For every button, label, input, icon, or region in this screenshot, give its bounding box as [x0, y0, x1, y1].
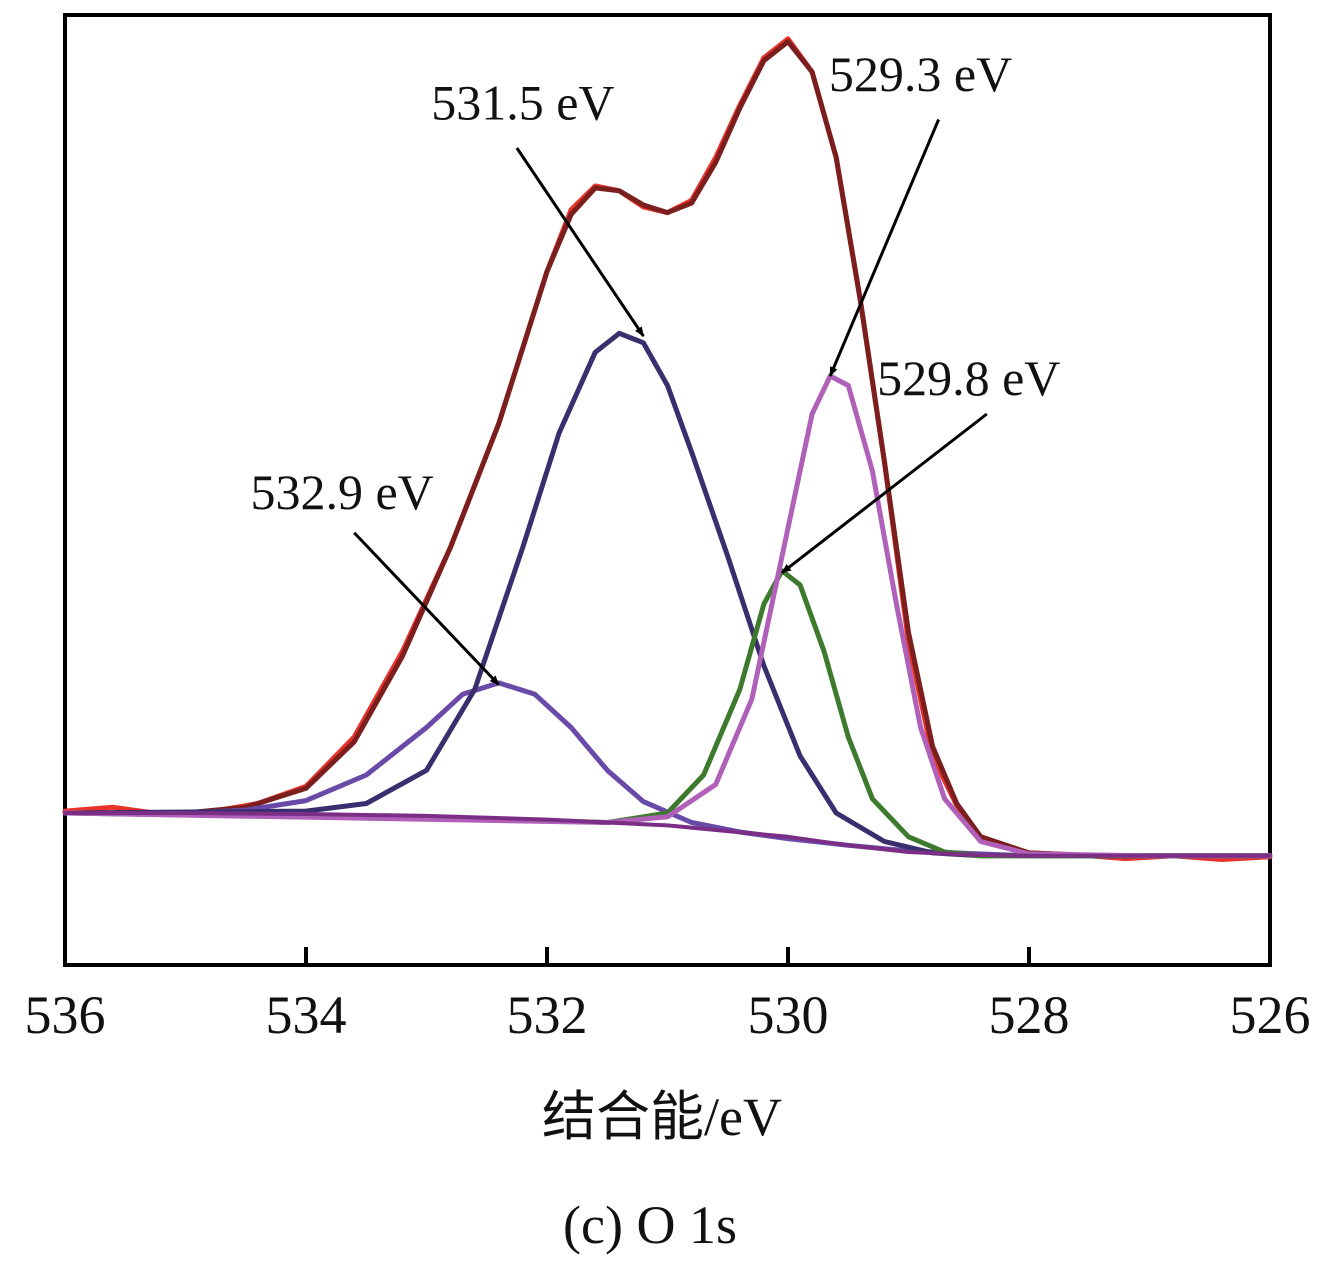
series-fit-envelope-1: [62, 39, 1273, 859]
series-layer: [62, 36, 1273, 862]
annotation-label-0: 531.5 eV: [431, 75, 614, 131]
series-fit-component-5315-3: [62, 330, 1273, 859]
plot-frame: [63, 13, 1272, 967]
series-background-6: [63, 811, 1272, 858]
annotation-label-1: 529.3 eV: [829, 46, 1012, 102]
annotation-label-2: 529.8 eV: [877, 350, 1060, 406]
series-fit-component-5293-5: [62, 373, 1273, 859]
annotation-arrow-2: [781, 412, 988, 574]
x-tick-label-530: 530: [748, 985, 829, 1045]
series-fit-component-5329-2: [62, 680, 1273, 859]
x-tick-label-534: 534: [266, 985, 347, 1045]
x-tick-label-526: 526: [1230, 985, 1311, 1045]
annotation-arrow-0: [515, 147, 645, 337]
x-axis-ticks: 536 534 532 530 528 526: [25, 947, 1311, 1045]
x-tick-label-532: 532: [507, 985, 588, 1045]
annotation-arrow-1: [828, 118, 941, 377]
x-tick-label-536: 536: [25, 985, 106, 1045]
figure-caption: (c) O 1s: [563, 1195, 737, 1255]
series-raw-data-0: [62, 36, 1273, 862]
annotation-layer: 531.5 eV 529.3 eV 529.8 eV 532.9 eV: [250, 46, 1060, 686]
annotation-arrow-3: [353, 531, 500, 686]
annotation-label-3: 532.9 eV: [250, 464, 433, 520]
x-axis-label: 结合能/eV: [542, 1087, 782, 1147]
x-tick-label-528: 528: [989, 985, 1070, 1045]
